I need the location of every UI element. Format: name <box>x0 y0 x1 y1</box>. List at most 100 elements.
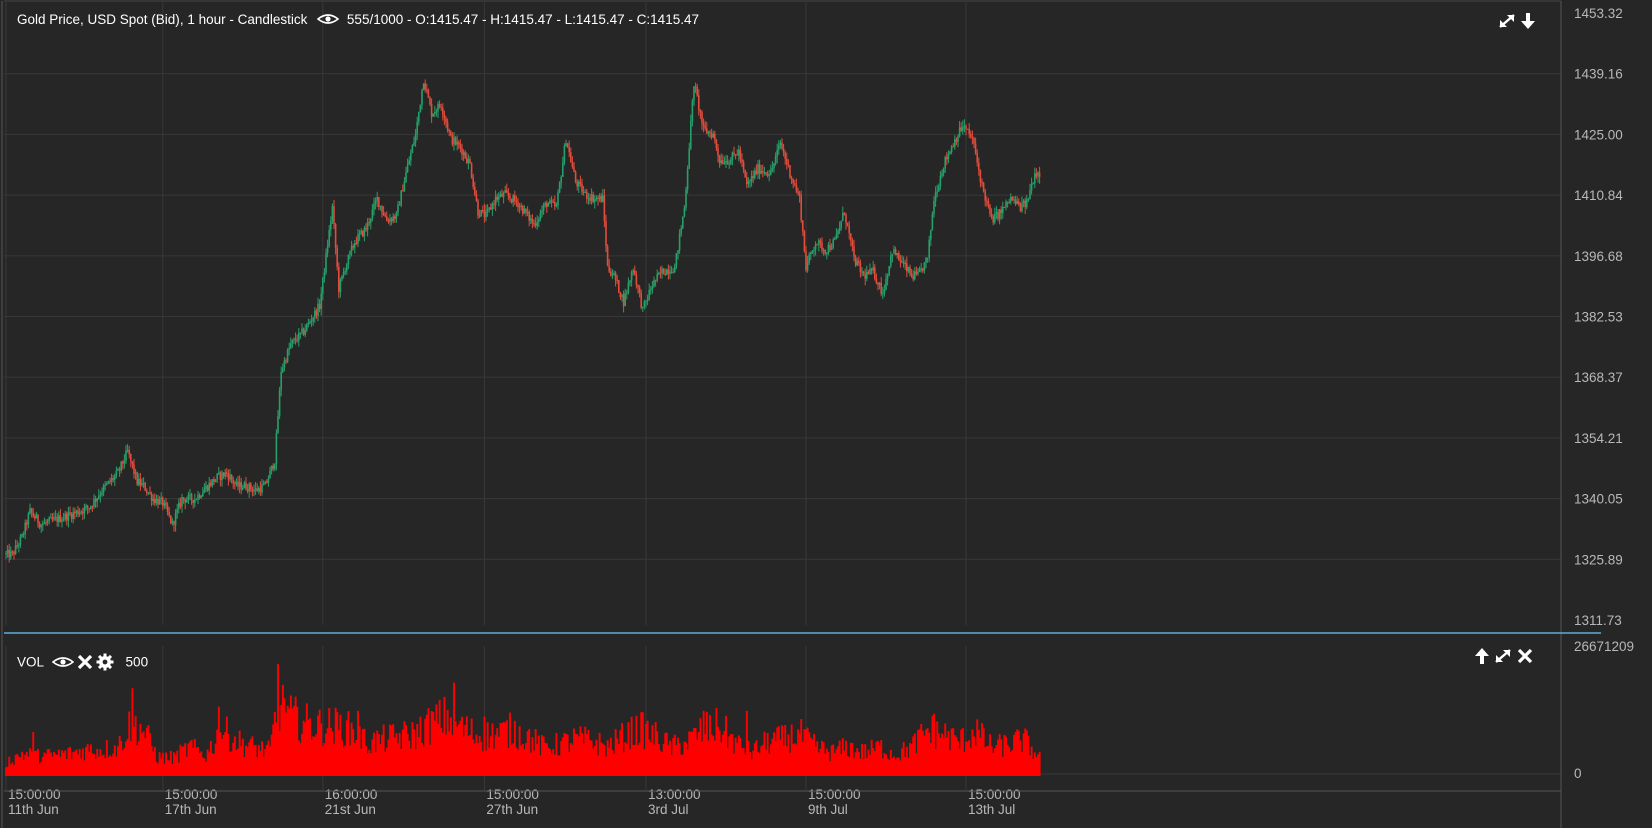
candle-body <box>859 262 862 272</box>
volume-bar <box>736 742 739 776</box>
candle-body <box>93 498 95 507</box>
close-icon[interactable] <box>1516 647 1534 665</box>
volume-bar <box>502 721 505 776</box>
volume-bar <box>257 745 260 776</box>
candle-body <box>693 86 695 101</box>
candle-body <box>395 212 398 219</box>
candle-body <box>251 489 254 492</box>
candle-body <box>712 133 714 138</box>
volume-bar <box>768 753 771 776</box>
volume-bar <box>395 733 398 776</box>
expand-icon[interactable] <box>1497 12 1517 30</box>
expand-icon[interactable] <box>1493 647 1513 665</box>
volume-bar <box>334 707 337 776</box>
volume-bar <box>504 722 507 776</box>
candle-body <box>912 275 914 280</box>
volume-bar <box>752 750 755 776</box>
candle-body <box>299 332 302 334</box>
candle-body <box>662 268 665 275</box>
candle-body <box>824 249 826 254</box>
candle-body <box>146 490 148 493</box>
candle-body <box>965 125 967 129</box>
candle-body <box>539 213 542 220</box>
candle-body <box>459 144 462 148</box>
candle-body <box>920 268 922 270</box>
arrow-up-icon[interactable] <box>1474 647 1490 665</box>
candle-body <box>718 155 721 164</box>
volume-bar <box>443 696 446 776</box>
candle-body <box>248 483 250 492</box>
volume-bar <box>454 721 457 776</box>
candle-body <box>602 195 604 202</box>
volume-bar <box>918 729 921 776</box>
volume-bar <box>133 726 135 776</box>
candle-body <box>83 507 86 514</box>
volume-bar <box>587 729 590 776</box>
candle-body <box>902 261 905 264</box>
gear-icon[interactable] <box>96 653 114 671</box>
candle-body <box>1026 199 1028 208</box>
candle-body <box>926 257 929 259</box>
eye-icon[interactable] <box>51 656 74 668</box>
candle-body <box>430 103 433 117</box>
candle-body <box>955 139 958 142</box>
candle-body <box>506 190 508 193</box>
candle-body <box>192 499 194 503</box>
volume-bar <box>435 704 438 776</box>
volume-bar <box>1006 744 1009 776</box>
volume-bar <box>477 743 479 776</box>
volume-bar <box>272 724 275 776</box>
candle-body <box>610 271 612 276</box>
volume-bar <box>323 743 326 776</box>
volume-bar <box>397 743 399 776</box>
eye-icon[interactable] <box>317 13 340 25</box>
candle-body <box>229 474 231 480</box>
volume-bar <box>440 727 443 776</box>
candle-body <box>726 160 729 165</box>
candle-body <box>771 167 774 171</box>
volume-bar <box>555 733 558 776</box>
candle-body <box>181 497 183 507</box>
candle-body <box>834 239 836 241</box>
candle-body <box>520 205 522 207</box>
candle-body <box>133 464 135 474</box>
close-icon[interactable] <box>76 653 94 671</box>
volume-bar <box>80 758 83 776</box>
volume-bar <box>505 720 508 776</box>
volume-bar <box>750 759 753 776</box>
volume-bar <box>459 720 462 776</box>
volume-legend: VOL 500 <box>17 653 148 671</box>
candle-body <box>725 160 727 164</box>
candle-body <box>34 516 36 519</box>
candle-body <box>142 482 145 484</box>
volume-bar <box>49 752 52 776</box>
volume-bar <box>390 725 393 776</box>
volume-bar <box>229 751 231 776</box>
candle-body <box>128 450 130 454</box>
candle-body <box>117 469 119 471</box>
arrow-down-icon[interactable] <box>1520 12 1536 30</box>
volume-bar <box>1017 730 1020 776</box>
volume-bar <box>123 747 126 776</box>
volume-bar <box>67 748 70 776</box>
date-tick-label: 9th Jul <box>808 802 848 817</box>
candle-body <box>101 492 103 495</box>
candle-body <box>691 100 694 122</box>
volume-bar <box>501 723 503 776</box>
volume-bar <box>101 755 103 776</box>
volume-bar <box>790 724 793 776</box>
candle-body <box>638 287 641 294</box>
volume-bar <box>155 761 158 776</box>
volume-bar <box>521 743 524 776</box>
volume-bar <box>905 746 908 776</box>
candle-body <box>352 246 354 248</box>
date-tick-label: 3rd Jul <box>648 802 689 817</box>
candle-body <box>717 148 719 156</box>
volume-bar <box>86 744 89 776</box>
candle-body <box>878 282 881 285</box>
volume-bar <box>1029 755 1031 776</box>
candle-body <box>789 165 791 178</box>
volume-bar <box>688 731 691 776</box>
